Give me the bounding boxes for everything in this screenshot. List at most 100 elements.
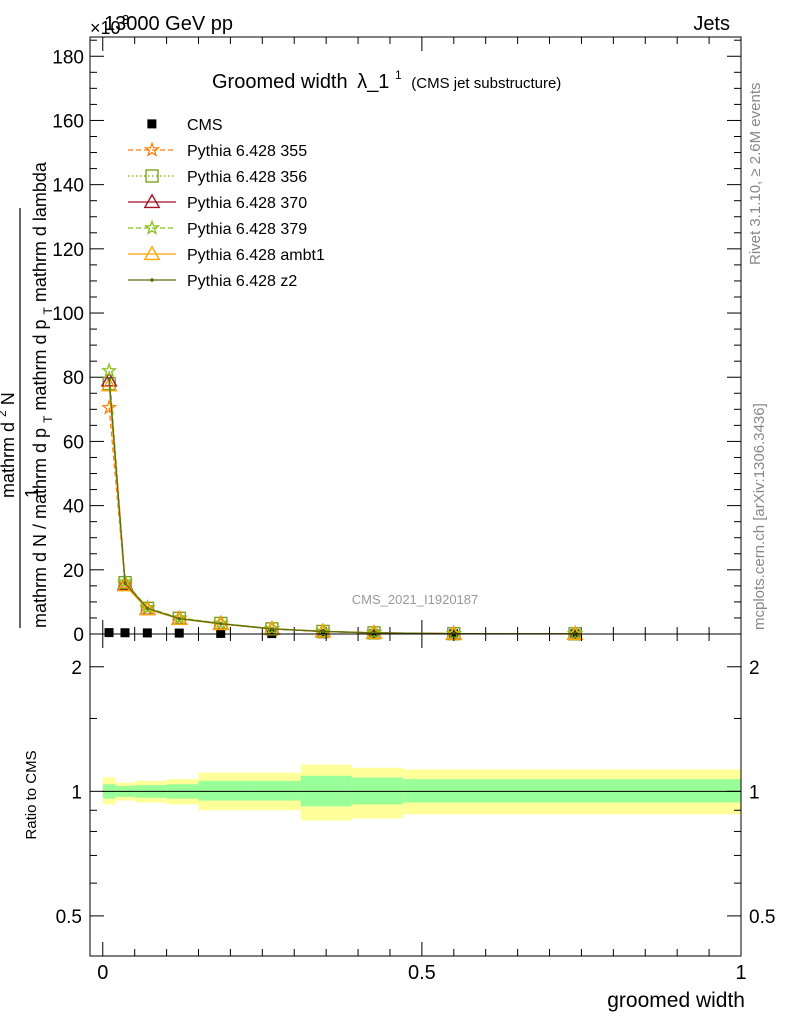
rivet-label: Rivet 3.1.10, ≥ 2.6M events (747, 83, 764, 266)
ratio-inner-band (198, 780, 250, 801)
y-tick-label: 180 (52, 47, 84, 68)
ratio-y-ticks: 0.5 0.5 1 1 2 2 (56, 658, 775, 957)
data-point (100, 376, 118, 392)
series-2 (102, 376, 582, 641)
chart-title: Groomed width λ_1 1 (CMS jet substructur… (212, 62, 561, 93)
chart-title-sup: 1 (395, 68, 402, 82)
ylabel-frac-den: mathrm d 2 N (0, 392, 18, 498)
legend-label: Pythia 6.428 356 (187, 169, 307, 186)
y-tick-label: 0 (73, 625, 84, 646)
series-5 (100, 376, 584, 640)
analysis-watermark: CMS_2021_I1920187 (352, 592, 479, 607)
y-tick-label: 40 (63, 497, 84, 518)
data-point (212, 614, 229, 631)
ylabel-mid: mathrm d p (30, 320, 50, 411)
y-exponent-power: 3 (122, 12, 129, 27)
legend-marker (143, 219, 161, 235)
data-point (101, 362, 118, 378)
ylabel-frac-num: 1 (22, 488, 42, 498)
data-point (101, 399, 118, 415)
y-tick-label: 160 (52, 111, 84, 132)
legend-entry: Pythia 6.428 z2 (128, 273, 297, 290)
ratio-inner-band (402, 779, 741, 803)
legend: CMS Pythia 6.428 355 Pythia 6.428 356 Pythi… (128, 117, 325, 290)
data-point (321, 629, 325, 634)
chart-title-note: (CMS jet substructure) (411, 75, 561, 92)
data-point (120, 628, 130, 638)
ylabel-lead: mathrm d N / mathrm d p (30, 428, 50, 628)
data-point (142, 628, 152, 638)
y-exponent: ×10 (90, 18, 121, 38)
legend-marker (147, 119, 157, 129)
series-line (108, 407, 576, 635)
ratio-bands (102, 764, 741, 821)
legend-label: Pythia 6.428 ambt1 (187, 247, 325, 264)
data-point (365, 624, 383, 639)
ylabel-tail: mathrm d lambda (30, 161, 50, 302)
series-3 (100, 371, 584, 640)
series-line (108, 383, 576, 635)
y-tick-label: 60 (63, 432, 84, 453)
legend-entry: Pythia 6.428 379 (128, 219, 307, 238)
series-line (108, 385, 576, 635)
data-point (263, 619, 281, 636)
y-tick-label: 100 (52, 304, 84, 325)
legend-entry: Pythia 6.428 ambt1 (128, 245, 325, 264)
main-y-ticks: 0 20 40 60 80 100 120 140 160 180 (52, 39, 741, 646)
data-point (145, 606, 150, 611)
ratio-tick-label: 0.5 (56, 907, 82, 928)
data-point (123, 581, 127, 586)
series-6 (107, 377, 577, 636)
legend-entry: Pythia 6.428 356 (128, 169, 307, 186)
y-tick-label: 80 (63, 368, 84, 389)
series-layer (100, 362, 584, 641)
data-point (314, 622, 332, 638)
legend-label: Pythia 6.428 z2 (187, 273, 297, 290)
ratio-y-axis-label: Ratio to CMS (23, 750, 40, 839)
ratio-frame (89, 633, 742, 957)
y-tick-label: 140 (52, 176, 84, 197)
data-point (270, 627, 274, 631)
series-line (108, 380, 576, 635)
chart-title-symbol: λ_1 (357, 71, 389, 93)
data-point (174, 628, 184, 638)
y-tick-label: 120 (52, 240, 84, 261)
data-point (104, 628, 114, 638)
ratio-inner-band (249, 780, 301, 801)
ylabel-frac-den-sup: 2 (0, 410, 9, 417)
data-point (116, 576, 134, 592)
x-tick-label: 0.5 (408, 962, 436, 984)
legend-label: Pythia 6.428 355 (187, 143, 307, 160)
data-point (365, 624, 383, 640)
legend-entry: Pythia 6.428 370 (128, 193, 307, 212)
mcplots-label: mcplots.cern.ch [arXiv:1306.3436] (751, 403, 768, 630)
legend-marker (143, 193, 161, 209)
chart-title-main: Groomed width (212, 71, 348, 93)
ratio-tick-label-right: 2 (749, 658, 760, 679)
legend-label: CMS (187, 117, 223, 134)
data-point (216, 628, 226, 638)
x-tick-label: 1 (735, 962, 746, 984)
y-tick-label: 20 (63, 561, 84, 582)
data-point (219, 621, 223, 626)
series-line (108, 370, 576, 635)
series-1 (101, 399, 584, 641)
data-point (139, 600, 156, 616)
ratio-tick-label: 1 (71, 782, 82, 803)
ylabel-line: mathrm d N / mathrm d p T mathrm d p T m… (30, 161, 56, 628)
ratio-x-ticks: 0 0.5 1 (97, 634, 747, 984)
legend-marker (143, 245, 161, 261)
legend-entry: CMS (147, 117, 223, 134)
data-point (139, 599, 156, 615)
header-energy: 13000 GeV pp (104, 13, 233, 35)
ylabel-mid-sub: T (41, 307, 55, 315)
data-point (177, 616, 182, 621)
ratio-panel: 0.5 0.51 12 2 0 0.5 1 (56, 633, 775, 984)
legend-marker (150, 278, 154, 282)
header-jets: Jets (693, 13, 730, 35)
main-panel: 0 20 40 60 80 100 120 140 160 180 Groomed width λ… (52, 36, 742, 646)
legend-label: Pythia 6.428 379 (187, 221, 307, 238)
series-4 (101, 362, 584, 641)
legend-marker (143, 141, 161, 157)
